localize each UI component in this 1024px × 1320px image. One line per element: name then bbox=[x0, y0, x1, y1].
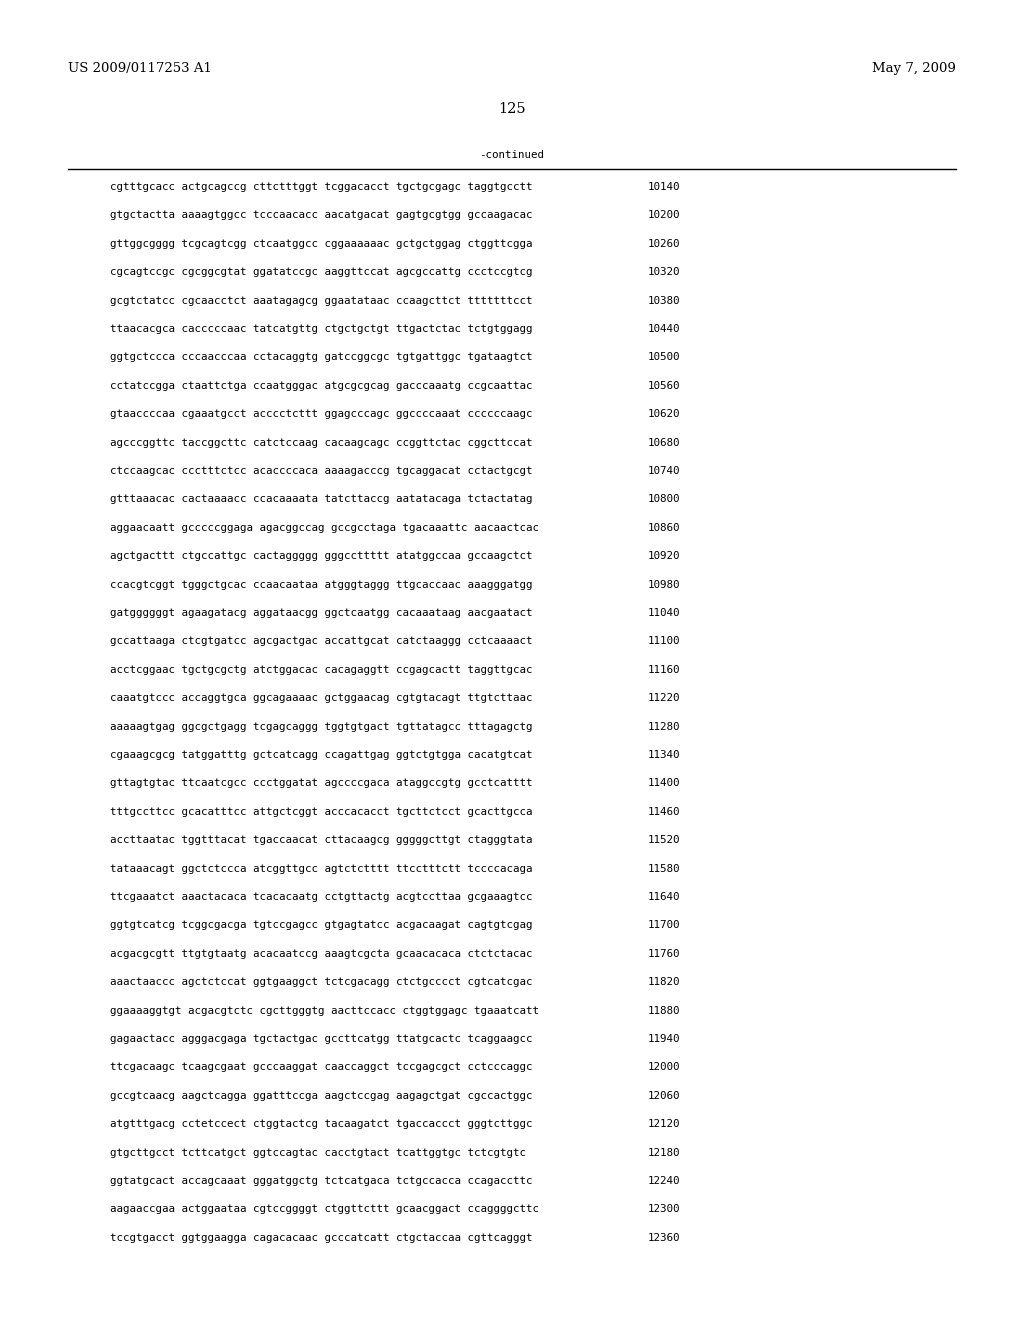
Text: 10620: 10620 bbox=[648, 409, 681, 420]
Text: gccgtcaacg aagctcagga ggatttccga aagctccgag aagagctgat cgccactggc: gccgtcaacg aagctcagga ggatttccga aagctcc… bbox=[110, 1090, 532, 1101]
Text: ttaacacgca cacccccaac tatcatgttg ctgctgctgt ttgactctac tctgtggagg: ttaacacgca cacccccaac tatcatgttg ctgctgc… bbox=[110, 323, 532, 334]
Text: 10800: 10800 bbox=[648, 495, 681, 504]
Text: 11280: 11280 bbox=[648, 722, 681, 731]
Text: 12360: 12360 bbox=[648, 1233, 681, 1243]
Text: tataaacagt ggctctccca atcggttgcc agtctctttt ttcctttctt tccccacaga: tataaacagt ggctctccca atcggttgcc agtctct… bbox=[110, 863, 532, 874]
Text: 11700: 11700 bbox=[648, 920, 681, 931]
Text: 11880: 11880 bbox=[648, 1006, 681, 1015]
Text: 12120: 12120 bbox=[648, 1119, 681, 1129]
Text: -continued: -continued bbox=[479, 150, 545, 160]
Text: 11100: 11100 bbox=[648, 636, 681, 647]
Text: gccattaaga ctcgtgatcc agcgactgac accattgcat catctaaggg cctcaaaact: gccattaaga ctcgtgatcc agcgactgac accattg… bbox=[110, 636, 532, 647]
Text: 11340: 11340 bbox=[648, 750, 681, 760]
Text: 10140: 10140 bbox=[648, 182, 681, 191]
Text: 11940: 11940 bbox=[648, 1034, 681, 1044]
Text: 10560: 10560 bbox=[648, 380, 681, 391]
Text: 12180: 12180 bbox=[648, 1147, 681, 1158]
Text: gttggcgggg tcgcagtcgg ctcaatggcc cggaaaaaac gctgctggag ctggttcgga: gttggcgggg tcgcagtcgg ctcaatggcc cggaaaa… bbox=[110, 239, 532, 248]
Text: gtgcttgcct tcttcatgct ggtccagtac cacctgtact tcattggtgc tctcgtgtc: gtgcttgcct tcttcatgct ggtccagtac cacctgt… bbox=[110, 1147, 526, 1158]
Text: 10500: 10500 bbox=[648, 352, 681, 363]
Text: gttagtgtac ttcaatcgcc ccctggatat agccccgaca ataggccgtg gcctcatttt: gttagtgtac ttcaatcgcc ccctggatat agccccg… bbox=[110, 779, 532, 788]
Text: 11040: 11040 bbox=[648, 609, 681, 618]
Text: 10740: 10740 bbox=[648, 466, 681, 477]
Text: 12240: 12240 bbox=[648, 1176, 681, 1185]
Text: agcccggttc taccggcttc catctccaag cacaagcagc ccggttctac cggcttccat: agcccggttc taccggcttc catctccaag cacaagc… bbox=[110, 438, 532, 447]
Text: gtgctactta aaaagtggcc tcccaacacc aacatgacat gagtgcgtgg gccaagacac: gtgctactta aaaagtggcc tcccaacacc aacatga… bbox=[110, 210, 532, 220]
Text: aaactaaccc agctctccat ggtgaaggct tctcgacagg ctctgcccct cgtcatcgac: aaactaaccc agctctccat ggtgaaggct tctcgac… bbox=[110, 977, 532, 987]
Text: aagaaccgaa actggaataa cgtccggggt ctggttcttt gcaacggact ccaggggcttc: aagaaccgaa actggaataa cgtccggggt ctggttc… bbox=[110, 1204, 539, 1214]
Text: 10380: 10380 bbox=[648, 296, 681, 306]
Text: 11160: 11160 bbox=[648, 665, 681, 675]
Text: atgtttgacg cctetccect ctggtactcg tacaagatct tgaccaccct gggtcttggc: atgtttgacg cctetccect ctggtactcg tacaaga… bbox=[110, 1119, 532, 1129]
Text: 10860: 10860 bbox=[648, 523, 681, 533]
Text: gagaactacc agggacgaga tgctactgac gccttcatgg ttatgcactc tcaggaagcc: gagaactacc agggacgaga tgctactgac gccttca… bbox=[110, 1034, 532, 1044]
Text: ggaaaaggtgt acgacgtctc cgcttgggtg aacttccacc ctggtggagc tgaaatcatt: ggaaaaggtgt acgacgtctc cgcttgggtg aacttc… bbox=[110, 1006, 539, 1015]
Text: ggtgctccca cccaacccaa cctacaggtg gatccggcgc tgtgattggc tgataagtct: ggtgctccca cccaacccaa cctacaggtg gatccgg… bbox=[110, 352, 532, 363]
Text: 11820: 11820 bbox=[648, 977, 681, 987]
Text: 11580: 11580 bbox=[648, 863, 681, 874]
Text: ccacgtcggt tgggctgcac ccaacaataa atgggtaggg ttgcaccaac aaagggatgg: ccacgtcggt tgggctgcac ccaacaataa atgggta… bbox=[110, 579, 532, 590]
Text: US 2009/0117253 A1: US 2009/0117253 A1 bbox=[68, 62, 212, 75]
Text: cgcagtccgc cgcggcgtat ggatatccgc aaggttccat agcgccattg ccctccgtcg: cgcagtccgc cgcggcgtat ggatatccgc aaggttc… bbox=[110, 267, 532, 277]
Text: 12000: 12000 bbox=[648, 1063, 681, 1072]
Text: cgaaagcgcg tatggatttg gctcatcagg ccagattgag ggtctgtgga cacatgtcat: cgaaagcgcg tatggatttg gctcatcagg ccagatt… bbox=[110, 750, 532, 760]
Text: ttcgaaatct aaactacaca tcacacaatg cctgttactg acgtccttaa gcgaaagtcc: ttcgaaatct aaactacaca tcacacaatg cctgtta… bbox=[110, 892, 532, 902]
Text: 11220: 11220 bbox=[648, 693, 681, 704]
Text: gatggggggt agaagatacg aggataacgg ggctcaatgg cacaaataag aacgaatact: gatggggggt agaagatacg aggataacgg ggctcaa… bbox=[110, 609, 532, 618]
Text: aggaacaatt gcccccggaga agacggccag gccgcctaga tgacaaattc aacaactcac: aggaacaatt gcccccggaga agacggccag gccgcc… bbox=[110, 523, 539, 533]
Text: ctccaagcac ccctttctcc acaccccaca aaaagacccg tgcaggacat cctactgcgt: ctccaagcac ccctttctcc acaccccaca aaaagac… bbox=[110, 466, 532, 477]
Text: 11640: 11640 bbox=[648, 892, 681, 902]
Text: ttcgacaagc tcaagcgaat gcccaaggat caaccaggct tccgagcgct cctcccaggc: ttcgacaagc tcaagcgaat gcccaaggat caaccag… bbox=[110, 1063, 532, 1072]
Text: May 7, 2009: May 7, 2009 bbox=[872, 62, 956, 75]
Text: 10260: 10260 bbox=[648, 239, 681, 248]
Text: caaatgtccc accaggtgca ggcagaaaac gctggaacag cgtgtacagt ttgtcttaac: caaatgtccc accaggtgca ggcagaaaac gctggaa… bbox=[110, 693, 532, 704]
Text: 10920: 10920 bbox=[648, 552, 681, 561]
Text: 10320: 10320 bbox=[648, 267, 681, 277]
Text: ggtgtcatcg tcggcgacga tgtccgagcc gtgagtatcc acgacaagat cagtgtcgag: ggtgtcatcg tcggcgacga tgtccgagcc gtgagta… bbox=[110, 920, 532, 931]
Text: 10980: 10980 bbox=[648, 579, 681, 590]
Text: 12300: 12300 bbox=[648, 1204, 681, 1214]
Text: 11400: 11400 bbox=[648, 779, 681, 788]
Text: cctatccgga ctaattctga ccaatgggac atgcgcgcag gacccaaatg ccgcaattac: cctatccgga ctaattctga ccaatgggac atgcgcg… bbox=[110, 380, 532, 391]
Text: aaaaagtgag ggcgctgagg tcgagcaggg tggtgtgact tgttatagcc tttagagctg: aaaaagtgag ggcgctgagg tcgagcaggg tggtgtg… bbox=[110, 722, 532, 731]
Text: 125: 125 bbox=[499, 102, 525, 116]
Text: 12060: 12060 bbox=[648, 1090, 681, 1101]
Text: acgacgcgtt ttgtgtaatg acacaatccg aaagtcgcta gcaacacaca ctctctacac: acgacgcgtt ttgtgtaatg acacaatccg aaagtcg… bbox=[110, 949, 532, 958]
Text: ggtatgcact accagcaaat gggatggctg tctcatgaca tctgccacca ccagaccttc: ggtatgcact accagcaaat gggatggctg tctcatg… bbox=[110, 1176, 532, 1185]
Text: 10680: 10680 bbox=[648, 438, 681, 447]
Text: gtaaccccaa cgaaatgcct acccctcttt ggagcccagc ggccccaaat ccccccaagc: gtaaccccaa cgaaatgcct acccctcttt ggagccc… bbox=[110, 409, 532, 420]
Text: tccgtgacct ggtggaagga cagacacaac gcccatcatt ctgctaccaa cgttcagggt: tccgtgacct ggtggaagga cagacacaac gcccatc… bbox=[110, 1233, 532, 1243]
Text: cgtttgcacc actgcagccg cttctttggt tcggacacct tgctgcgagc taggtgcctt: cgtttgcacc actgcagccg cttctttggt tcggaca… bbox=[110, 182, 532, 191]
Text: agctgacttt ctgccattgc cactaggggg gggccttttt atatggccaa gccaagctct: agctgacttt ctgccattgc cactaggggg gggcctt… bbox=[110, 552, 532, 561]
Text: 10200: 10200 bbox=[648, 210, 681, 220]
Text: acctcggaac tgctgcgctg atctggacac cacagaggtt ccgagcactt taggttgcac: acctcggaac tgctgcgctg atctggacac cacagag… bbox=[110, 665, 532, 675]
Text: 11460: 11460 bbox=[648, 807, 681, 817]
Text: gcgtctatcc cgcaacctct aaatagagcg ggaatataac ccaagcttct tttttttcct: gcgtctatcc cgcaacctct aaatagagcg ggaatat… bbox=[110, 296, 532, 306]
Text: 11520: 11520 bbox=[648, 836, 681, 845]
Text: 10440: 10440 bbox=[648, 323, 681, 334]
Text: 11760: 11760 bbox=[648, 949, 681, 958]
Text: tttgccttcc gcacatttcc attgctcggt acccacacct tgcttctcct gcacttgcca: tttgccttcc gcacatttcc attgctcggt acccaca… bbox=[110, 807, 532, 817]
Text: gtttaaacac cactaaaacc ccacaaaata tatcttaccg aatatacaga tctactatag: gtttaaacac cactaaaacc ccacaaaata tatctta… bbox=[110, 495, 532, 504]
Text: accttaatac tggtttacat tgaccaacat cttacaagcg gggggcttgt ctagggtata: accttaatac tggtttacat tgaccaacat cttacaa… bbox=[110, 836, 532, 845]
